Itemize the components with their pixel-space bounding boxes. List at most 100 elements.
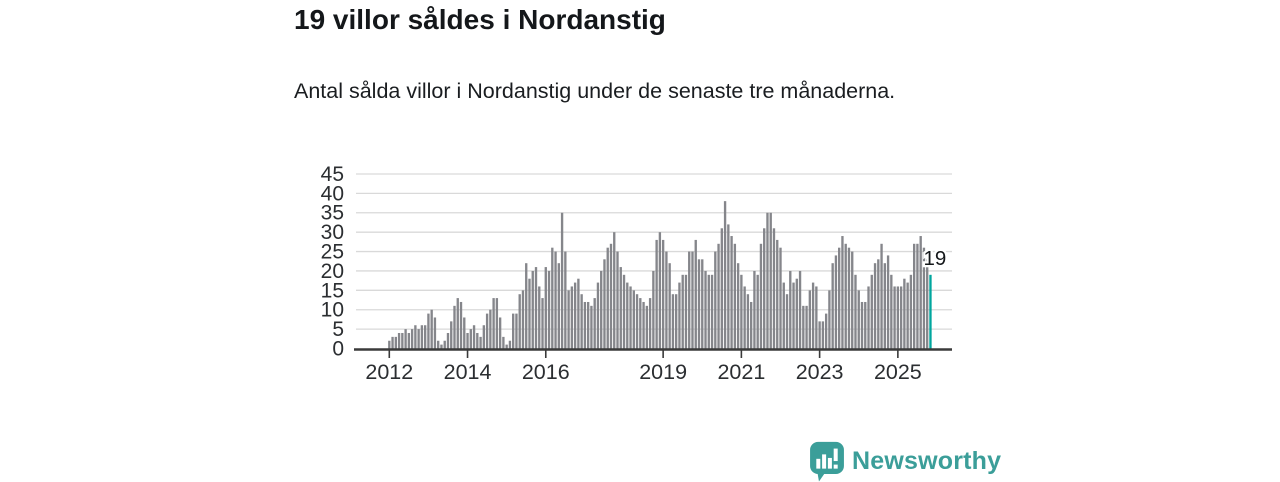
bar <box>596 282 600 349</box>
bar <box>485 313 489 349</box>
bar <box>560 212 564 349</box>
bar <box>626 282 629 349</box>
bar <box>476 332 479 349</box>
bar <box>838 247 841 349</box>
bar <box>736 263 740 349</box>
bar <box>821 321 825 349</box>
y-axis-tick-label: 35 <box>321 202 344 225</box>
bar <box>573 282 577 349</box>
y-axis-tick-label: 20 <box>321 260 344 283</box>
bar <box>437 340 440 349</box>
bar <box>756 274 759 349</box>
bar <box>922 247 926 349</box>
bar <box>870 274 873 349</box>
bar <box>450 321 453 349</box>
bar <box>694 239 697 349</box>
bar <box>811 282 815 349</box>
bar <box>417 329 420 349</box>
bar <box>710 274 714 349</box>
bar <box>857 290 860 349</box>
bar <box>798 270 802 349</box>
bar <box>772 228 776 349</box>
bar <box>622 274 626 349</box>
bar <box>824 313 828 349</box>
bar <box>554 251 557 349</box>
bar <box>675 294 678 349</box>
bar <box>472 325 476 349</box>
bar <box>433 317 437 349</box>
bar <box>896 286 900 349</box>
bar <box>795 278 798 349</box>
bar <box>397 332 401 349</box>
y-axis-tick-label: 40 <box>321 182 344 205</box>
bar <box>864 301 867 349</box>
newsworthy-logo-icon <box>810 441 844 482</box>
bar <box>590 305 593 349</box>
bar <box>629 286 632 349</box>
bar <box>808 290 812 349</box>
x-axis-tick-label: 2016 <box>522 360 570 384</box>
bar <box>792 282 795 349</box>
bar <box>420 325 424 349</box>
bar <box>648 298 652 349</box>
bar <box>645 305 649 349</box>
bar <box>508 340 512 349</box>
bar <box>844 243 847 349</box>
bar <box>847 247 851 349</box>
y-axis-tick-label: 15 <box>321 279 344 302</box>
bar <box>453 305 456 349</box>
bar <box>789 270 792 349</box>
bar <box>733 243 737 349</box>
newsworthy-logo[interactable]: Newsworthy <box>809 441 1001 482</box>
bar <box>899 286 903 349</box>
bar <box>877 259 880 349</box>
bar <box>430 309 433 349</box>
bar <box>600 270 603 349</box>
bar <box>391 336 394 349</box>
bar <box>639 298 642 349</box>
bar <box>704 270 707 349</box>
bar <box>815 286 818 349</box>
bar <box>860 301 864 349</box>
bar <box>678 282 681 349</box>
bar <box>518 294 521 349</box>
bar <box>446 332 450 349</box>
bar <box>456 298 459 349</box>
bar <box>586 301 590 349</box>
bar <box>661 239 665 349</box>
bar <box>482 325 486 349</box>
bar <box>616 251 619 349</box>
bar <box>714 251 717 349</box>
bar <box>410 329 414 349</box>
bar <box>834 255 838 349</box>
bar <box>544 267 547 349</box>
bar <box>906 282 909 349</box>
bar <box>547 270 551 349</box>
bar <box>538 286 541 349</box>
y-axis-tick-label: 25 <box>321 240 344 263</box>
bar <box>531 270 534 349</box>
bar <box>502 336 505 349</box>
bar <box>577 278 580 349</box>
chart-title: 19 villor såldes i Nordanstig <box>294 4 666 35</box>
bar <box>567 290 570 349</box>
bar <box>557 263 560 349</box>
bar <box>570 286 574 349</box>
bar <box>749 301 753 349</box>
x-axis-tick-label: 2012 <box>365 360 413 384</box>
bar <box>926 259 929 349</box>
bar <box>603 259 606 349</box>
bar <box>688 251 691 349</box>
bar <box>551 247 554 349</box>
bar <box>753 270 756 349</box>
highlight-value-label: 19 <box>924 247 947 270</box>
bar <box>841 236 844 349</box>
bar <box>805 305 808 349</box>
bar <box>873 263 877 349</box>
bar <box>743 286 746 349</box>
bar <box>854 274 857 349</box>
bar <box>606 247 609 349</box>
bar <box>851 251 854 349</box>
y-axis-tick-label: 5 <box>332 318 344 341</box>
bar <box>720 228 723 349</box>
